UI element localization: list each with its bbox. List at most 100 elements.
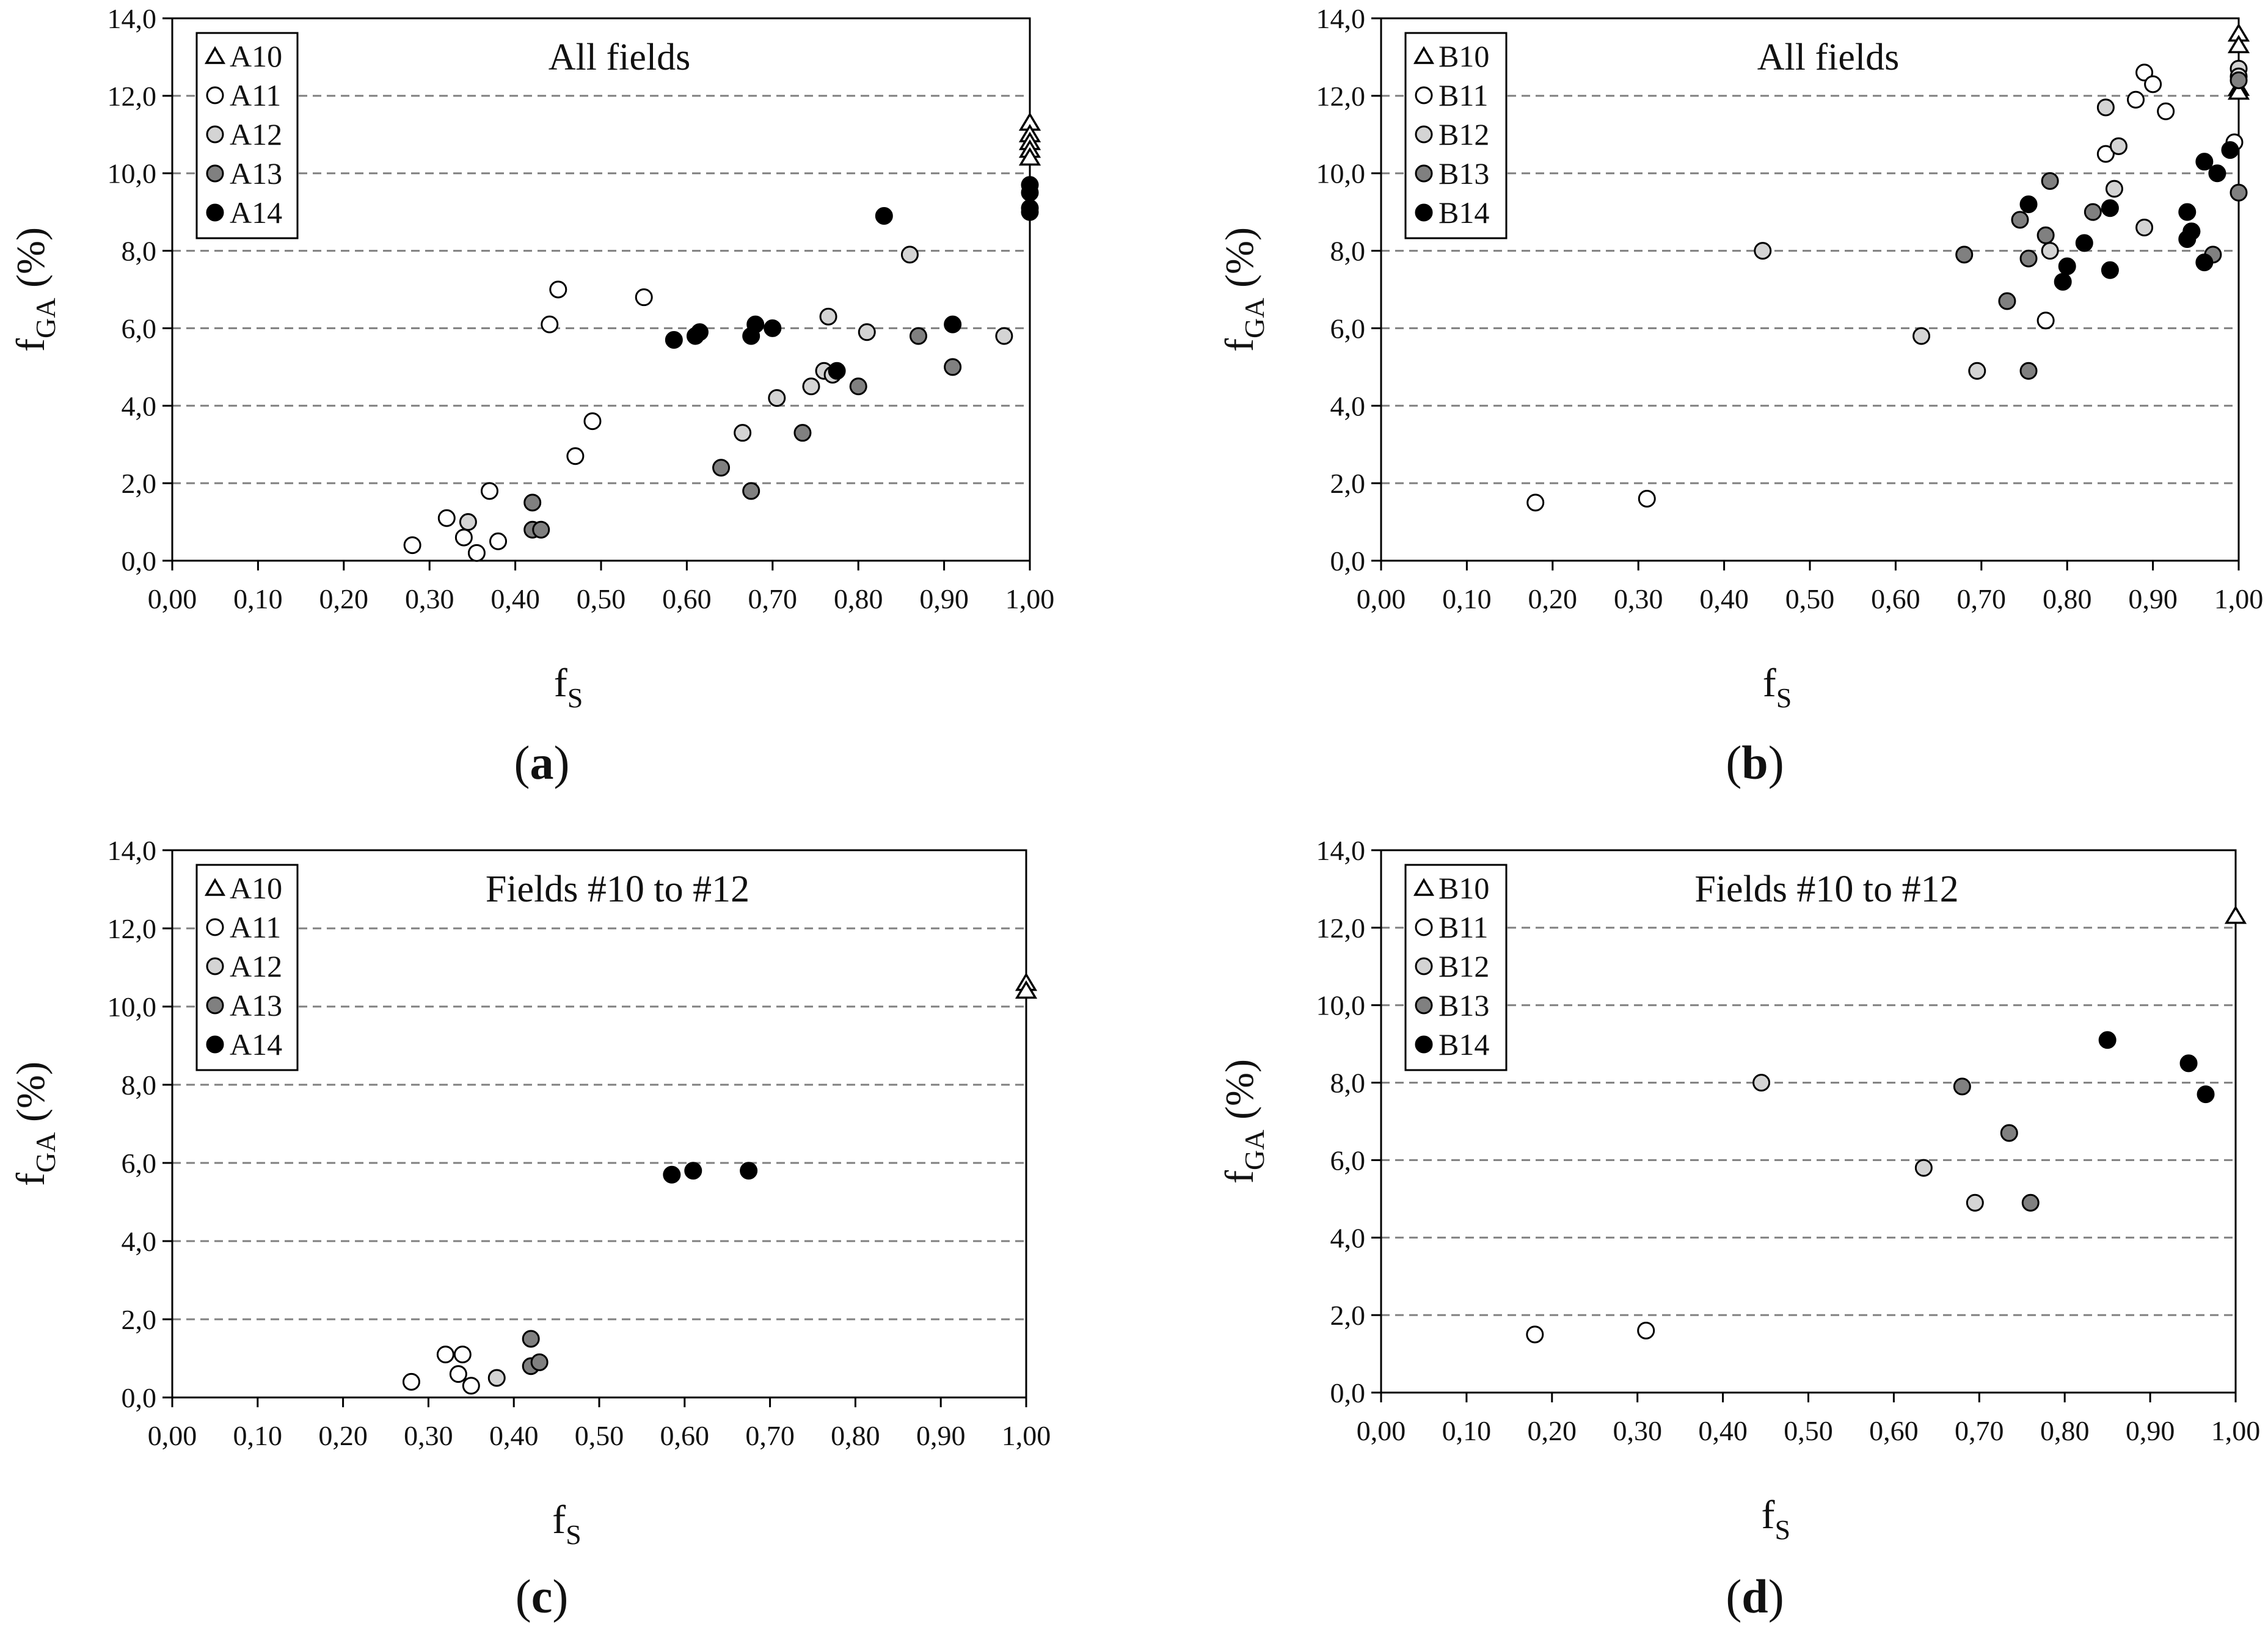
panel-label-a: (a) — [514, 736, 570, 789]
legend-label-b14: B14 — [1438, 1027, 1489, 1062]
y-tick-label: 6,0 — [1330, 313, 1366, 344]
y-axis-title-subscript: GA — [30, 1132, 61, 1173]
x-axis-title-subscript: S — [566, 1519, 582, 1550]
x-tick-label: 0,50 — [1784, 1415, 1833, 1446]
data-point-a14 — [828, 362, 846, 380]
panel-label-paren-open: ( — [516, 1570, 531, 1623]
data-point-b12 — [2109, 137, 2128, 155]
data-point-b13 — [2019, 249, 2038, 268]
legend-label-b12: B12 — [1438, 117, 1489, 151]
x-axis-title-main: f — [552, 1498, 566, 1542]
y-tick-label: 2,0 — [1330, 1300, 1366, 1331]
data-point-a14 — [764, 319, 782, 337]
data-point-b14 — [2195, 153, 2214, 171]
y-axis-title-unit: (%) — [9, 1062, 53, 1132]
x-tick-label: 1,00 — [2214, 583, 2264, 614]
x-tick-label: 0,80 — [831, 1420, 880, 1451]
data-point-b14 — [2101, 261, 2119, 279]
x-axis-title: fS — [554, 661, 583, 713]
panel-label-paren-close: ) — [554, 736, 570, 789]
x-tick-label: 1,00 — [1002, 1420, 1051, 1451]
panel-label-d: (d) — [1726, 1570, 1784, 1623]
x-tick-label: 0,00 — [1357, 1415, 1406, 1446]
x-tick-label: 0,90 — [2128, 583, 2178, 614]
data-point-a14 — [740, 1162, 758, 1180]
data-point-b11 — [2096, 145, 2115, 163]
data-point-b12 — [2105, 180, 2123, 198]
x-axis-title: fS — [552, 1498, 582, 1550]
legend-marker-b13 — [1415, 996, 1433, 1015]
x-tick-label: 0,40 — [1698, 1415, 1748, 1446]
y-tick-label: 4,0 — [122, 390, 157, 421]
y-tick-label: 4,0 — [1330, 390, 1366, 421]
data-point-a13 — [522, 1330, 540, 1348]
legend-marker-b10 — [1413, 46, 1435, 64]
data-point-a13 — [742, 482, 760, 500]
data-point-b14 — [2178, 203, 2197, 221]
x-tick-label: 0,90 — [2126, 1415, 2175, 1446]
data-point-b13 — [1953, 1077, 1971, 1096]
legend-label-a13: A13 — [230, 156, 282, 191]
legend-label-a11: A11 — [230, 910, 281, 944]
x-tick-label: 0,40 — [490, 583, 540, 614]
legend-label-b10: B10 — [1438, 39, 1489, 73]
data-point-b11 — [1637, 1322, 1655, 1340]
x-tick-label: 1,00 — [1005, 583, 1055, 614]
x-tick-label: 0,40 — [489, 1420, 539, 1451]
legend-label-a12: A12 — [230, 117, 282, 151]
legend-label-b11: B11 — [1438, 78, 1489, 112]
data-point-a12 — [858, 323, 876, 341]
data-point-b10 — [2227, 81, 2250, 100]
legend-label-a14: A14 — [230, 195, 282, 230]
x-axis-title: fS — [1762, 1493, 1791, 1545]
data-point-b14 — [2058, 257, 2076, 275]
y-tick-label: 10,0 — [1316, 990, 1366, 1021]
legend-marker-b13 — [1415, 164, 1433, 183]
legend-marker-b14 — [1415, 203, 1433, 222]
data-point-a11 — [453, 1346, 472, 1364]
data-point-b11 — [1638, 490, 1656, 508]
x-tick-label: 0,30 — [1613, 1415, 1662, 1446]
legend-label-b10: B10 — [1438, 871, 1489, 905]
y-tick-label: 8,0 — [1330, 236, 1366, 267]
y-axis-title-subscript: GA — [30, 298, 61, 338]
legend-label-b12: B12 — [1438, 949, 1489, 983]
x-tick-label: 0,00 — [1357, 583, 1406, 614]
legend-label-b13: B13 — [1438, 988, 1489, 1022]
x-tick-label: 0,80 — [834, 583, 883, 614]
legend-marker-a13 — [206, 164, 224, 183]
data-point-a12 — [734, 424, 752, 442]
data-point-b14 — [2208, 164, 2226, 183]
y-tick-label: 14,0 — [108, 3, 157, 34]
y-axis-title: fGA (%) — [9, 1062, 61, 1186]
x-tick-label: 0,80 — [2043, 583, 2092, 614]
data-point-b14 — [2098, 1031, 2117, 1049]
data-point-a11 — [549, 280, 567, 299]
y-axis-title-subscript: GA — [1239, 1130, 1270, 1170]
legend-marker-a14 — [206, 1035, 224, 1054]
x-axis-title-subscript: S — [567, 682, 583, 713]
y-tick-label: 0,0 — [1330, 545, 1366, 577]
y-tick-label: 2,0 — [122, 468, 157, 499]
panel-label-letter: b — [1741, 736, 1768, 789]
x-tick-label: 0,50 — [577, 583, 626, 614]
legend-label-a10: A10 — [230, 871, 282, 905]
x-tick-label: 0,20 — [1528, 1415, 1577, 1446]
data-point-a11 — [462, 1377, 480, 1395]
x-tick-label: 0,00 — [148, 1420, 197, 1451]
data-point-b13 — [2084, 203, 2102, 221]
data-point-a12 — [802, 377, 820, 396]
y-tick-label: 8,0 — [122, 236, 157, 267]
data-point-b11 — [2127, 90, 2145, 109]
legend-marker-a14 — [206, 203, 224, 222]
legend-marker-b10 — [1413, 878, 1435, 896]
x-axis-title-subscript: S — [1776, 682, 1792, 713]
x-tick-label: 0,40 — [1699, 583, 1749, 614]
x-tick-label: 0,70 — [1957, 583, 2007, 614]
y-axis-title-subscript: GA — [1239, 298, 1270, 338]
y-tick-label: 0,0 — [122, 545, 157, 577]
panel-label-b: (b) — [1726, 736, 1784, 789]
data-point-b14 — [2179, 1054, 2198, 1073]
y-tick-label: 8,0 — [1330, 1068, 1366, 1099]
